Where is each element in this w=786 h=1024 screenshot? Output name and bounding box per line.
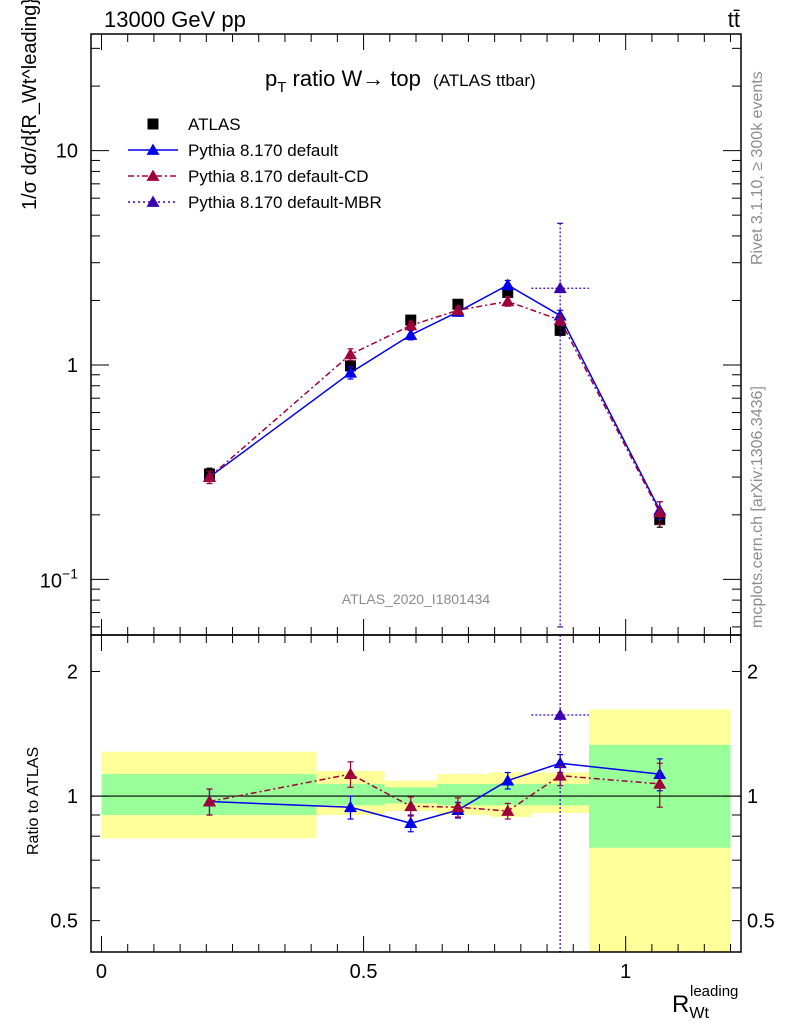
ratio-series-1-point-6 bbox=[653, 777, 667, 789]
ratio-series-2-point-0 bbox=[553, 708, 567, 720]
ratio-series-0-point-1 bbox=[343, 800, 357, 813]
process-label: tt̄ bbox=[728, 7, 740, 32]
ratio-series-0-point-5 bbox=[553, 756, 567, 769]
chart-title: pT ratio W→ top (ATLAS ttbar) bbox=[265, 66, 536, 96]
ratio-ytick-label-left-0: 0.5 bbox=[50, 911, 78, 933]
legend-label-0: ATLAS bbox=[188, 115, 241, 134]
ratio-series-1-point-5 bbox=[553, 769, 567, 781]
main-series-1-line bbox=[209, 284, 661, 511]
main-series-0-point-5 bbox=[554, 324, 566, 336]
main-series-2-point-4 bbox=[501, 294, 515, 307]
ratio-band-green-1 bbox=[316, 783, 385, 806]
xtick-label-1: 0.5 bbox=[350, 961, 378, 983]
main-y-axis-label-text: 1/σ dσ/d{R_Wt^leading} bbox=[19, 0, 41, 210]
ratio-series-0-point-2 bbox=[404, 816, 418, 829]
main-series-3-point-0 bbox=[553, 281, 567, 294]
x-axis-label-sub: Wt bbox=[689, 1005, 709, 1022]
ratio-panel-series bbox=[202, 634, 667, 953]
ratio-band-green-3 bbox=[436, 783, 490, 806]
ratio-series-1-point-4 bbox=[501, 804, 515, 816]
main-ytick-label-2: 10 bbox=[56, 141, 78, 163]
chart-title-sub: T bbox=[277, 79, 286, 96]
chart-title-rest: ratio W→ top bbox=[286, 66, 420, 91]
ratio-band-green-4 bbox=[489, 783, 532, 806]
chart-title-p: p bbox=[265, 66, 277, 91]
xtick-label-2: 1 bbox=[620, 961, 631, 983]
legend-marker-0 bbox=[147, 118, 159, 130]
ratio-panel-axes: 0.5 0.5 1 1 2 2 0 0.5 1 bbox=[50, 635, 775, 983]
legend-marker-3 bbox=[146, 195, 160, 207]
energy-label: 13000 GeV pp bbox=[104, 7, 246, 32]
ratio-band-green-5 bbox=[531, 783, 589, 806]
x-axis-label: RWt bbox=[672, 991, 709, 1022]
main-series-2-line bbox=[208, 300, 661, 513]
main-series-1-point-2 bbox=[404, 328, 418, 340]
main-series-1-point-4 bbox=[501, 278, 515, 290]
ratio-ytick-label-right-1: 1 bbox=[747, 786, 758, 808]
main-series-2-point-1 bbox=[343, 347, 357, 360]
ratio-ytick-label-right-0: 0.5 bbox=[747, 911, 775, 933]
main-panel-axes: 10−1 1 10 bbox=[40, 34, 741, 635]
ratio-series-1-point-1 bbox=[343, 767, 357, 779]
main-series-2-point-0 bbox=[202, 470, 216, 482]
main-series-0-point-4 bbox=[502, 286, 514, 298]
ratio-series-1-point-2 bbox=[404, 799, 418, 812]
main-series-2-point-5 bbox=[553, 313, 567, 325]
ratio-panel-bands bbox=[91, 709, 741, 952]
ratio-series-1-point-0 bbox=[202, 795, 216, 807]
ratio-series-1-point-3 bbox=[451, 800, 465, 813]
ratio-y-axis-label: Ratio to ATLAS bbox=[25, 747, 42, 855]
chart-title-note: (ATLAS ttbar) bbox=[433, 71, 536, 90]
main-y-axis-label: 1/σ dσ/d{R_Wt^leading} bbox=[19, 0, 41, 210]
legend-label-2: Pythia 8.170 default-CD bbox=[188, 167, 369, 186]
main-series-2-point-6 bbox=[653, 506, 667, 518]
main-series-2-point-3 bbox=[451, 303, 465, 316]
ratio-ytick-label-left-1: 1 bbox=[67, 786, 78, 808]
legend-marker-1 bbox=[146, 143, 160, 155]
main-panel-series bbox=[202, 222, 667, 628]
main-ytick-label-1: 1 bbox=[67, 355, 78, 377]
ratio-series-0-point-4 bbox=[501, 774, 515, 786]
ratio-ytick-label-left-2: 2 bbox=[67, 661, 78, 683]
main-ytick-label-0: 10−1 bbox=[40, 565, 78, 592]
legend-label-1: Pythia 8.170 default bbox=[188, 141, 339, 160]
rivet-label: Rivet 3.1.10, ≥ 300k events bbox=[749, 71, 766, 265]
main-series-2-point-2 bbox=[404, 318, 418, 331]
x-axis-label-sup: leading bbox=[690, 983, 738, 1000]
analysis-id: ATLAS_2020_I1801434 bbox=[342, 591, 491, 607]
main-series-0-point-1 bbox=[344, 360, 356, 372]
main-series-1-point-1 bbox=[343, 366, 357, 378]
x-axis-label-r: R bbox=[672, 991, 689, 1018]
legend-marker-2 bbox=[146, 169, 160, 181]
legend-label-3: Pythia 8.170 default-MBR bbox=[188, 193, 382, 212]
mcplots-label: mcplots.cern.ch [arXiv:1306.3436] bbox=[749, 386, 766, 628]
xtick-label-0: 0 bbox=[96, 961, 107, 983]
ratio-ytick-label-right-2: 2 bbox=[747, 661, 758, 683]
legend: ATLAS Pythia 8.170 default Pythia 8.170 de… bbox=[128, 115, 382, 212]
